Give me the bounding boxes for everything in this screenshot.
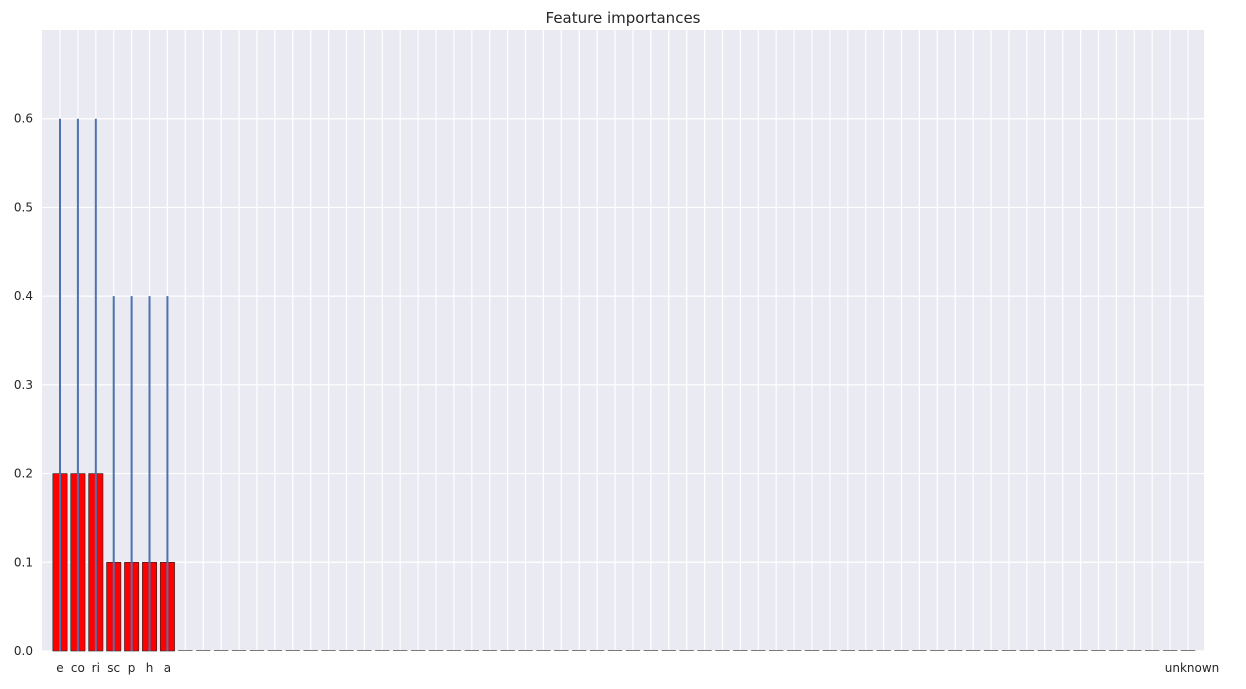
x-tick-label: sc <box>107 661 120 675</box>
x-tick-label: unknown <box>1165 661 1220 675</box>
plot-background <box>42 30 1204 651</box>
chart-title: Feature importances <box>546 9 701 27</box>
y-tick-label: 0.2 <box>14 467 33 481</box>
errorbar-layer <box>59 118 169 651</box>
x-tick-label: ri <box>92 661 100 675</box>
y-tick-label: 0.4 <box>14 289 33 303</box>
x-axis-ticks: e co ri sc p h a unknown <box>56 661 1219 675</box>
x-tick-label: co <box>71 661 85 675</box>
x-tick-label: p <box>128 661 136 675</box>
x-tick-label: e <box>56 661 63 675</box>
y-tick-label: 0.1 <box>14 555 33 569</box>
y-tick-label: 0.6 <box>14 112 33 126</box>
y-tick-label: 0.5 <box>14 200 33 214</box>
y-tick-label: 0.3 <box>14 378 33 392</box>
y-tick-label: 0.0 <box>14 644 33 658</box>
x-tick-label: a <box>164 661 171 675</box>
x-tick-label: h <box>146 661 154 675</box>
y-axis-ticks: 0.0 0.1 0.2 0.3 0.4 0.5 0.6 <box>14 112 33 658</box>
